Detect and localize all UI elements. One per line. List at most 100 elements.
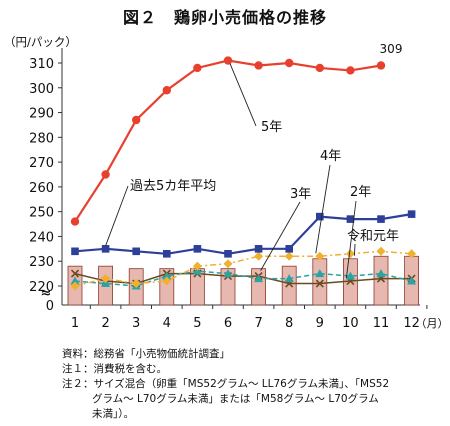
series-1-point-2 <box>101 245 110 253</box>
series-4-point-1 <box>70 269 80 278</box>
series-avg-label: 過去5カ年平均 <box>130 179 216 194</box>
series-0-point-7 <box>254 61 263 70</box>
y-tick-label: 270 <box>29 156 54 171</box>
axis-break-symbol: ≈ <box>41 286 52 301</box>
series-2-point-10 <box>345 249 355 259</box>
series-1-point-11 <box>377 215 385 223</box>
y-tick-label: 240 <box>29 230 54 245</box>
chart-title: 図２ 鶏卵小売価格の推移 <box>122 8 327 27</box>
series-2y-leader <box>345 200 357 279</box>
bar-reiwa1-11 <box>373 255 389 306</box>
y-axis-label: （円/パック） <box>4 35 77 49</box>
series-0-line <box>74 59 382 223</box>
series-2-point-9 <box>315 251 325 261</box>
series-3-point-7 <box>254 274 264 283</box>
series-r1-label: 令和元年 <box>347 229 399 244</box>
series-2y-label: 2年 <box>350 185 371 200</box>
series-2-line <box>74 250 412 287</box>
series-1-line <box>74 213 412 255</box>
y-tick-label: 310 <box>29 57 54 72</box>
series-3-point-4 <box>162 271 172 280</box>
y-tick-label: 280 <box>29 131 54 146</box>
series-1-point-10 <box>346 215 355 223</box>
x-tick-label: 5 <box>193 316 201 331</box>
series-2-point-7 <box>254 251 264 261</box>
x-tick-label: 4 <box>163 316 171 331</box>
bar-reiwa1-6 <box>220 268 236 306</box>
series-1-point-4 <box>163 249 171 258</box>
series-4y-label: 4年 <box>320 149 341 164</box>
chart-plot: （円/パック）2202302402502602702802903003100≈1… <box>4 35 449 331</box>
series-0-point-3 <box>132 115 141 125</box>
chart-notes: 資料：総務省「小売物価統計調査」 注１：消費税を含む。 注２：サイズ混合（卵重「… <box>62 347 389 422</box>
series-2-point-3 <box>131 279 141 289</box>
series-0-point-8 <box>285 58 294 68</box>
x-tick-label: 3 <box>132 316 140 331</box>
bar-reiwa1-7 <box>251 268 267 306</box>
bar-reiwa1-9 <box>312 258 328 306</box>
series-5y-leader <box>229 63 257 127</box>
x-tick-label: 10 <box>342 316 359 331</box>
y-tick-label: 230 <box>29 255 54 270</box>
series-0-point-2 <box>101 170 110 179</box>
series-3y-leader <box>260 201 301 271</box>
series-r1-leader <box>353 243 356 256</box>
x-axis-unit: （月） <box>416 317 449 330</box>
y-tick-label: 290 <box>29 107 54 122</box>
series-0-point-6 <box>223 56 233 65</box>
series-3y-label: 3年 <box>290 187 311 202</box>
note-2-line2: グラム～ L70グラム未満」または「M58グラム～ L70グラム <box>92 393 379 405</box>
series-4-point-9 <box>315 279 324 288</box>
series-2-point-1 <box>70 281 80 291</box>
series-3-line <box>74 270 412 287</box>
series-5y-label: 5年 <box>261 120 282 135</box>
series-1-point-8 <box>285 245 293 253</box>
series-4y-leader <box>315 164 331 254</box>
series-3-point-10 <box>345 271 355 280</box>
series-1-point-6 <box>224 249 232 258</box>
note-1: 注１：消費税を含む。 <box>62 363 167 375</box>
series-0-point-1 <box>70 217 80 226</box>
series-2-point-6 <box>223 259 233 269</box>
series-0-point-11 <box>376 61 386 70</box>
series-3-point-8 <box>284 274 294 283</box>
series-0-point-9 <box>315 63 324 73</box>
y-tick-label: 250 <box>29 206 54 221</box>
series-3-point-9 <box>315 269 325 278</box>
x-tick-label: 6 <box>224 316 232 331</box>
x-tick-label: 12 <box>403 316 420 331</box>
series-2-point-2 <box>101 274 111 284</box>
series-1-point-9 <box>316 212 324 221</box>
series-3-point-1 <box>70 276 80 285</box>
bar-reiwa1-8 <box>281 265 297 306</box>
x-tick-label: 8 <box>285 316 293 331</box>
series-avg-leader <box>105 185 129 246</box>
note-2-line1: 注２：サイズ混合（卵重「MS52グラム～ LL76グラム未満」、「MS52 <box>62 378 390 390</box>
series-3-point-12 <box>407 276 417 285</box>
series-2-point-12 <box>407 249 417 259</box>
note-2-line3: 未満」）。 <box>92 408 134 420</box>
x-tick-label: 2 <box>101 316 109 331</box>
series-3-point-11 <box>376 269 386 278</box>
series-2-point-4 <box>162 276 172 286</box>
data-label-309: 309 <box>380 42 403 56</box>
y-tick-label: 300 <box>29 82 54 97</box>
series-0-point-4 <box>162 86 171 95</box>
x-tick-label: 9 <box>316 316 324 331</box>
source-note: 資料：総務省「小売物価統計調査」 <box>62 348 230 360</box>
series-1-point-12 <box>407 210 416 218</box>
series-1-point-7 <box>254 245 263 253</box>
series-1-point-3 <box>132 247 140 256</box>
x-tick-label: 1 <box>71 316 79 331</box>
series-0-point-5 <box>193 63 202 73</box>
series-1-point-1 <box>71 247 79 256</box>
x-tick-label: 11 <box>373 316 390 331</box>
series-2-point-11 <box>376 246 386 256</box>
series-2-point-5 <box>192 261 202 271</box>
y-tick-label: 0 <box>46 299 54 314</box>
y-tick-label: 220 <box>29 280 54 295</box>
series-3-point-6 <box>223 269 233 278</box>
series-1-point-5 <box>193 245 202 253</box>
y-tick-label: 260 <box>29 181 54 196</box>
series-0-point-10 <box>346 66 355 75</box>
